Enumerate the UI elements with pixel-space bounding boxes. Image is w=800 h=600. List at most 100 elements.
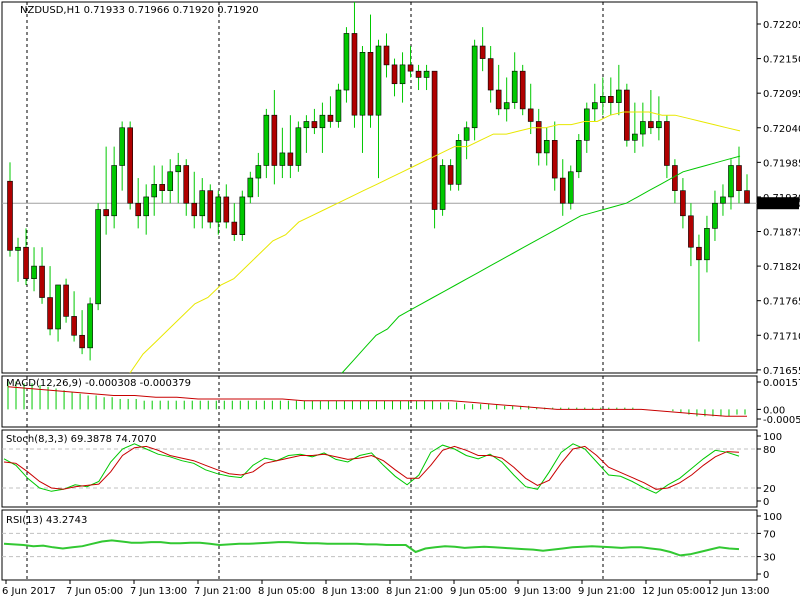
candle-bull: [199, 190, 206, 217]
ma-slow-line: [129, 111, 741, 374]
candle-bull: [583, 108, 590, 141]
rsi-frame: [1, 509, 758, 581]
macd-tick-label: 0.00: [763, 405, 785, 416]
price-tick-label: 0.72205: [763, 20, 800, 31]
candle-bear: [672, 165, 678, 191]
candle-bull: [279, 152, 286, 166]
candle-bull: [455, 140, 462, 185]
candle-bear: [287, 152, 294, 166]
candle-bull: [423, 70, 430, 78]
candle-bull: [704, 228, 710, 261]
stoch-tick-label: 100: [763, 432, 782, 443]
candle-bear: [47, 297, 53, 330]
candle-bear: [744, 190, 750, 204]
rsi-tick-label: 70: [763, 529, 776, 540]
candle-bear: [103, 209, 109, 217]
rsi-tick-label: 0: [763, 570, 769, 581]
rsi-line: [3, 539, 740, 557]
stoch-main-line: [3, 443, 740, 494]
candle-bull: [151, 184, 157, 198]
ma-fast-line: [341, 155, 741, 374]
rsi-tick-label: 100: [763, 512, 782, 523]
candle-bear: [680, 190, 686, 217]
stoch-header: Stoch(8,3,3) 69.3878 74.7070: [6, 434, 157, 445]
candle-bull: [656, 121, 662, 129]
rsi-panel[interactable]: [2, 532, 757, 558]
candle-bear: [551, 140, 558, 179]
candle-bear: [135, 202, 141, 217]
candle-bear: [696, 246, 702, 261]
candle-bear: [207, 190, 214, 223]
candle-bear: [664, 121, 670, 166]
candle-bear: [407, 64, 414, 72]
candle-bull: [111, 165, 117, 217]
price-tick-label: 0.71985: [763, 158, 800, 169]
candle-bear: [23, 246, 29, 279]
axes: 6 Jun 2017 7 Jun 05:00 7 Jun 13:00 7 Jun 21…: [2, 20, 800, 597]
time-label: 12 Jun 05:00: [642, 586, 706, 597]
candle-bear: [519, 70, 526, 110]
candle-bull: [295, 127, 302, 166]
candle-bear: [367, 52, 374, 116]
rsi-header: RSI(13) 43.2743: [6, 515, 87, 526]
price-panel[interactable]: 0.71920: [2, 2, 800, 374]
candle-bull: [255, 165, 262, 179]
stoch-panel[interactable]: [2, 443, 757, 494]
candle-bull: [640, 121, 646, 135]
candle-bull: [359, 52, 366, 116]
candle-bear: [159, 184, 166, 191]
price-tick-label: 0.71655: [763, 366, 800, 377]
price-tick-label: 0.71875: [763, 228, 800, 239]
candle-bull: [15, 246, 21, 251]
stoch-tick-label: 20: [763, 484, 776, 495]
candle-bull: [119, 127, 125, 166]
candle-bull: [31, 265, 37, 279]
macd-frame: [1, 375, 758, 428]
candle-bull: [575, 140, 582, 173]
candle-bull: [319, 114, 326, 129]
candle-bear: [71, 316, 77, 336]
candle-bull: [175, 165, 182, 173]
candle-bear: [559, 177, 566, 204]
candle-bull: [263, 114, 270, 166]
price-tick-label: 0.72095: [763, 89, 800, 100]
macd-tick-label: 0.001576: [763, 378, 800, 389]
candle-bear: [624, 89, 630, 141]
candle-bull: [591, 102, 598, 110]
candle-bull: [511, 70, 518, 103]
time-label: 6 Jun 2017: [2, 586, 56, 597]
candle-bear: [487, 58, 494, 91]
candle-bull: [375, 45, 382, 116]
candle-bear: [351, 33, 358, 116]
time-label: 7 Jun 05:00: [66, 586, 123, 597]
time-label: 12 Jun 13:00: [706, 586, 770, 597]
candle-bear: [183, 165, 190, 204]
time-label: 9 Jun 05:00: [450, 586, 507, 597]
candle-bull: [303, 121, 310, 129]
time-label: 8 Jun 21:00: [386, 586, 443, 597]
candle-bear: [391, 64, 398, 85]
candle-bull: [632, 133, 638, 141]
macd-panel[interactable]: [7, 381, 747, 417]
macd-header: MACD(12,26,9) -0.000308 -0.000379: [6, 378, 191, 389]
time-label: 9 Jun 13:00: [514, 586, 571, 597]
candle-bull: [239, 196, 246, 235]
candle-bull: [215, 196, 222, 223]
candle-bear: [688, 215, 694, 248]
candle-bull: [95, 209, 101, 305]
current-price-box: [757, 197, 799, 210]
current-price-label: 0.71920: [760, 199, 800, 210]
time-label: 7 Jun 21:00: [194, 586, 251, 597]
candle-bear: [7, 180, 13, 251]
candle-bear: [608, 96, 614, 103]
candle-bear: [327, 114, 334, 122]
candle-bear: [271, 114, 278, 166]
price-tick-label: 0.71765: [763, 297, 800, 308]
candle-bull: [712, 202, 718, 229]
price-header: NZDUSD,H1 0.71933 0.71966 0.71920 0.7192…: [20, 5, 259, 16]
macd-tick-label: -0.000554: [763, 415, 800, 426]
